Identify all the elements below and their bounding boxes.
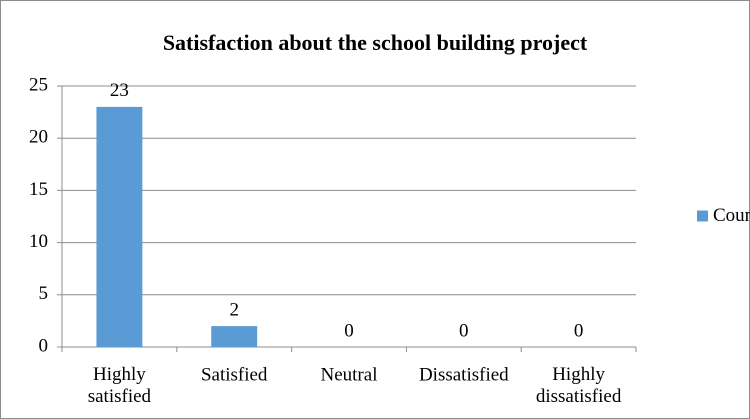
y-tick-label: 10 [29, 231, 48, 252]
chart-title: Satisfaction about the school building p… [163, 30, 588, 55]
data-label: 0 [574, 320, 584, 341]
x-tick-label: Dissatisfied [419, 364, 509, 385]
x-tick-label: Highly dissatisfied [536, 364, 622, 407]
y-tick-label: 25 [29, 74, 48, 95]
x-tick-label: Neutral [321, 364, 378, 385]
y-tick-label: 5 [39, 283, 49, 304]
data-label: 23 [110, 80, 129, 101]
y-tick-label: 20 [29, 127, 48, 148]
data-label: 2 [229, 299, 239, 320]
legend-label: Count [713, 205, 750, 226]
legend-swatch [697, 210, 708, 222]
data-label: 0 [459, 320, 469, 341]
y-tick-label: 15 [29, 179, 48, 200]
x-tick-label: Satisfied [201, 364, 268, 385]
y-tick-label: 0 [39, 335, 49, 356]
data-label: 0 [344, 320, 354, 341]
bar [96, 106, 143, 347]
x-tick-label: Highly satisfied [88, 364, 152, 407]
bar [211, 326, 258, 347]
